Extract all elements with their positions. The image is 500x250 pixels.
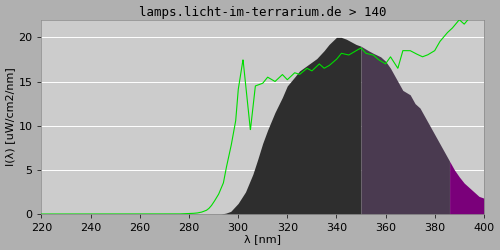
- Title: lamps.licht-im-terrarium.de > 140: lamps.licht-im-terrarium.de > 140: [139, 6, 386, 18]
- Y-axis label: I(λ) [uW/cm2/nm]: I(λ) [uW/cm2/nm]: [6, 68, 16, 166]
- X-axis label: λ [nm]: λ [nm]: [244, 234, 281, 244]
